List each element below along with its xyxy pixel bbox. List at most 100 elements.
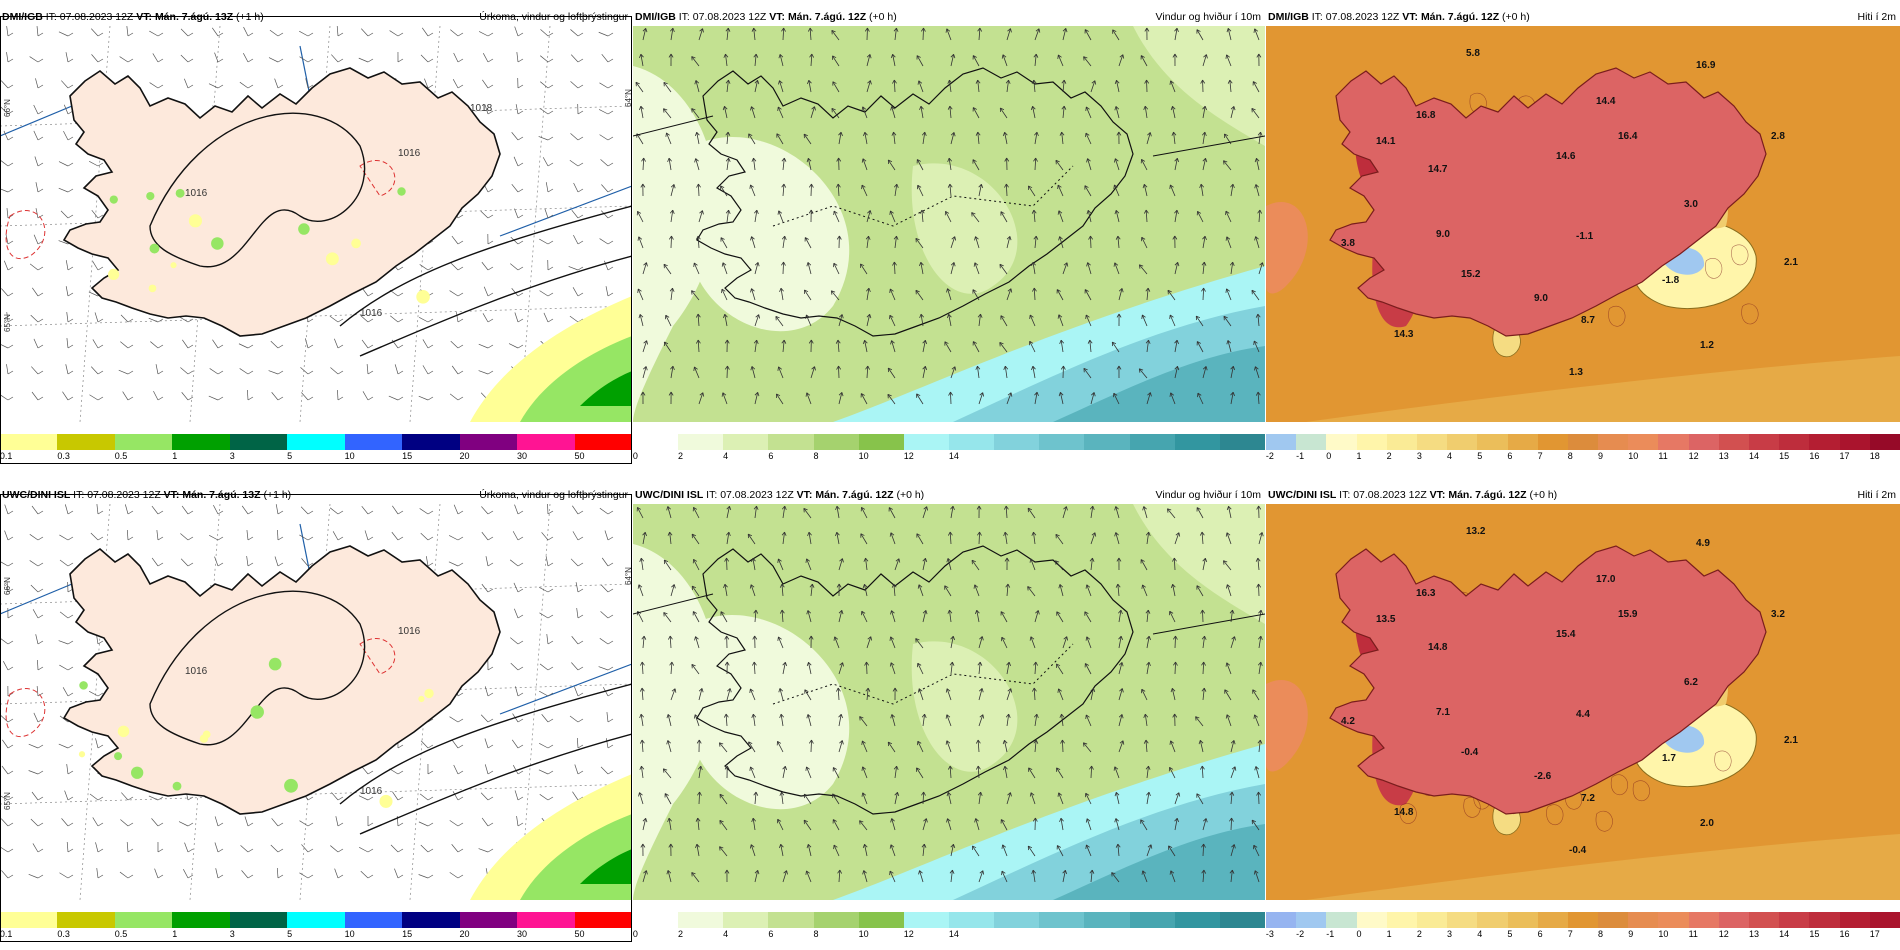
latitude-label: 66°N <box>3 99 12 117</box>
isotherm <box>1595 810 1613 832</box>
model-name: DMI/IGB <box>1268 11 1309 23</box>
panel-wind-uwc: UWC/DINI ISL IT: 07.08.2023 12Z VT: Mán.… <box>633 486 1265 946</box>
colorbar-tick-label: 4 <box>1477 929 1483 939</box>
temperature-value: 2.1 <box>1784 257 1798 268</box>
colorbar-swatch <box>1039 912 1085 928</box>
temperature-value: 6.2 <box>1684 677 1698 688</box>
colorbar-swatch <box>1219 434 1265 450</box>
colorbar-tick-label: 4 <box>723 929 729 939</box>
colorbar-swatch <box>1477 434 1508 450</box>
colorbar-tick-label: 1 <box>172 929 178 939</box>
temperature-value: -0.4 <box>1569 845 1587 856</box>
colorbar-swatch <box>1598 434 1629 450</box>
temperature-value: 14.3 <box>1394 329 1414 340</box>
iceland-coastline <box>696 545 1134 815</box>
colorbar-tick-label: 8 <box>813 929 819 939</box>
colorbar-tick-label: 6 <box>768 929 774 939</box>
latitude-label: 66°N <box>3 577 12 595</box>
isotherm <box>1610 774 1628 796</box>
colorbar-tick-label: 13 <box>1718 451 1729 461</box>
colorbar-swatch <box>344 912 403 928</box>
temperature-value: 2.8 <box>1771 131 1785 142</box>
colorbar-tick-label: 4 <box>1447 451 1453 461</box>
colorbar-swatch <box>1658 434 1689 450</box>
iceland-coastline <box>1329 545 1767 815</box>
colorbar-tick-label: 0.3 <box>57 929 70 939</box>
colorbar-swatch <box>1386 912 1417 928</box>
temperature-value: 3.2 <box>1771 609 1785 620</box>
colorbar-swatch <box>459 434 518 450</box>
latitude-label: 64°N <box>624 89 632 107</box>
panel-header: UWC/DINI ISL IT: 07.08.2023 12Z VT: Mán.… <box>0 486 632 504</box>
border-line <box>633 115 714 137</box>
colorbar-swatch <box>768 912 814 928</box>
panel-title: Úrkoma, vindur og loftþrýstingur <box>479 489 628 501</box>
colorbar-tick-label: 16 <box>1839 929 1850 939</box>
colorbar-tick-label: 14 <box>948 929 959 939</box>
model-name: UWC/DINI ISL <box>2 489 71 501</box>
iceland-coastline <box>696 67 1134 337</box>
border-line <box>1152 135 1265 157</box>
colorbar-swatch <box>287 434 345 450</box>
colorbar-tick-label: 6 <box>1537 929 1543 939</box>
isobar-label: 1016 <box>360 308 383 319</box>
map-precip[interactable]: 101610161016101466°N65°N64°N <box>0 504 632 900</box>
map-wind[interactable] <box>633 26 1265 422</box>
temperature-value: 4.2 <box>1341 716 1355 727</box>
temperature-value: 8.7 <box>1581 315 1595 326</box>
border-line <box>499 663 632 715</box>
colorbar-swatch <box>1174 912 1220 928</box>
panel-precip-uwc: UWC/DINI ISL IT: 07.08.2023 12Z VT: Mán.… <box>0 486 632 946</box>
temperature-value: 9.0 <box>1534 293 1548 304</box>
temperature-value: 14.6 <box>1556 151 1576 162</box>
isobar-label: 1016 <box>360 786 383 797</box>
colorbar-swatch <box>1567 434 1599 450</box>
isobar-label: 1016 <box>185 666 208 677</box>
map-precip[interactable]: 1016101610161016101866°N65°N64°N <box>0 26 632 422</box>
colorbar-swatch <box>172 912 230 928</box>
colorbar-swatch <box>1416 912 1448 928</box>
map-temp[interactable]: 13.2 4.9 17.0 16.3 13.5 15.9 15.4 3.2 14.8 6.2 4.2… <box>1266 504 1900 900</box>
temperature-value: 14.8 <box>1394 807 1414 818</box>
colorbar-tick-label: 0.5 <box>114 451 128 461</box>
isobar-label: 1016 <box>398 148 421 159</box>
latitude-label: 65°N <box>3 314 12 332</box>
colorbar-tick-label: 15 <box>1809 929 1820 939</box>
temperature-value: -1.1 <box>1576 231 1594 242</box>
colorbar-swatch <box>0 434 58 450</box>
colorbar-tick-label: 20 <box>459 929 470 939</box>
colorbar-tick-label: 6 <box>1507 451 1513 461</box>
colorbar-tick-label: 2 <box>678 451 684 461</box>
panel-header-left: UWC/DINI ISL IT: 07.08.2023 12Z VT: Mán.… <box>635 489 925 501</box>
map-wind[interactable] <box>633 504 1265 900</box>
temperature-value: 3.8 <box>1341 238 1355 249</box>
colorbar-swatch <box>114 434 173 450</box>
isotherm <box>1731 244 1749 266</box>
colorbar-tick-label: 5 <box>1507 929 1513 939</box>
colorbar-swatch <box>1174 434 1220 450</box>
colorbar-temp: -3 -2 -1 0 1 2 3 4 5 6 7 8 9 10 11 12 13 14 15 16 17 <box>1266 912 1900 942</box>
colorbar-swatch <box>1779 434 1810 450</box>
colorbar-swatch <box>948 912 995 928</box>
panel-header: DMI/IGB IT: 07.08.2023 12Z VT: Mán. 7.ág… <box>1266 8 1900 26</box>
isotherm <box>1741 303 1759 325</box>
colorbar-tick-label: 2 <box>678 929 684 939</box>
colorbar-tick-label: 10 <box>858 929 869 939</box>
colorbar-temp: -2 -1 0 1 2 3 4 5 6 7 8 9 10 11 12 13 14 15 16 17 18 <box>1266 434 1900 464</box>
wind-speed-fill <box>633 504 1265 900</box>
colorbar-tick-label: 9 <box>1628 929 1634 939</box>
colorbar-tick-label: 14 <box>1748 451 1759 461</box>
precip-areas <box>78 657 632 900</box>
temperature-value: 5.8 <box>1466 48 1480 59</box>
colorbar-tick-label: 10 <box>1658 929 1669 939</box>
colorbar-swatch <box>1507 434 1538 450</box>
colorbar-swatch <box>1628 434 1659 450</box>
colorbar-swatch <box>57 912 115 928</box>
temperature-value: 15.9 <box>1618 609 1638 620</box>
panel-temp-dmi: DMI/IGB IT: 07.08.2023 12Z VT: Mán. 7.ág… <box>1266 8 1900 468</box>
colorbar-swatch <box>287 912 345 928</box>
colorbar-swatch <box>344 434 403 450</box>
isobars <box>149 590 632 835</box>
colorbar-swatch <box>574 912 632 928</box>
map-temp[interactable]: 5.8 16.9 14.4 16.8 14.1 16.4 14.6 2.8 14.7 3.0 3.8… <box>1266 26 1900 422</box>
